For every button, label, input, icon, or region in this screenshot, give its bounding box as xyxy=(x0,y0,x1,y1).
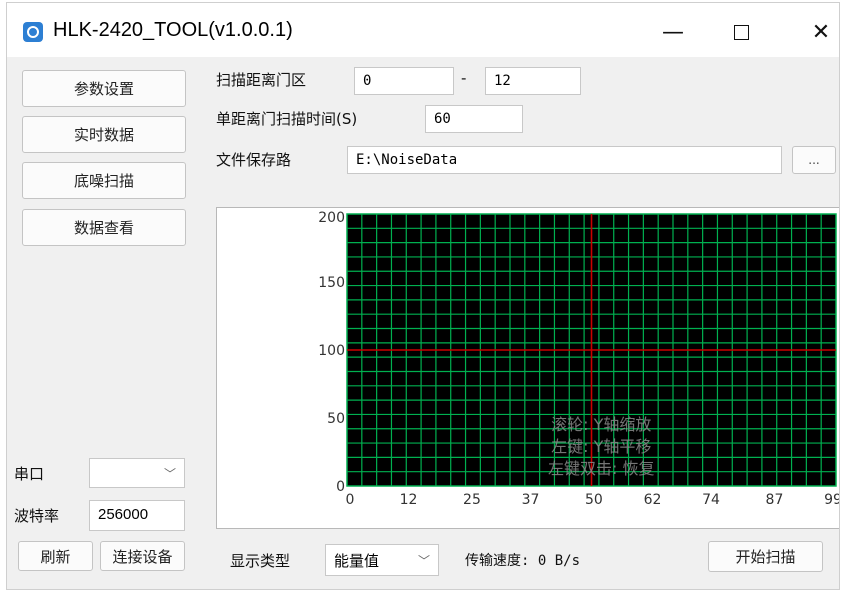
window-title: HLK-2420_TOOL(v1.0.0.1) xyxy=(53,19,293,41)
refresh-button[interactable]: 刷新 xyxy=(18,541,93,571)
app-window: HLK-2420_TOOL(v1.0.0.1) — ✕ 参数设置 实时数据 底噪… xyxy=(6,2,840,590)
baud-rate-label: 波特率 xyxy=(14,507,60,525)
display-type-value: 能量值 xyxy=(334,552,380,570)
scan-range-label: 扫描距离门区 xyxy=(216,71,307,89)
x-tick-label: 37 xyxy=(522,492,540,508)
minimize-icon: — xyxy=(662,19,684,45)
chart-area[interactable]: 200 150 100 50 00 12 25 37 50 62 74 87 99 滚轮: Y轴缩放左键:… xyxy=(216,207,839,529)
y-tick-label: 100 xyxy=(318,343,345,359)
app-icon xyxy=(23,22,43,42)
x-tick-label: 12 xyxy=(400,492,418,508)
range-start-input[interactable]: 0 xyxy=(354,67,454,95)
noise-scan-button[interactable]: 底噪扫描 xyxy=(22,162,186,199)
close-icon: ✕ xyxy=(811,19,831,45)
y-tick-label: 50 xyxy=(327,411,345,427)
y-tick-label: 150 xyxy=(318,275,345,291)
scan-time-input[interactable]: 60 xyxy=(425,105,523,133)
param-settings-button[interactable]: 参数设置 xyxy=(22,70,186,107)
x-tick-label: 62 xyxy=(644,492,662,508)
scan-time-label: 单距离门扫描时间(S) xyxy=(216,110,358,128)
browse-button[interactable]: ... xyxy=(792,146,836,174)
maximize-icon xyxy=(733,24,749,40)
range-end-input[interactable]: 12 xyxy=(485,67,581,95)
display-type-label: 显示类型 xyxy=(230,552,291,570)
save-path-input[interactable]: E:\NoiseData xyxy=(347,146,782,174)
x-tick-label: 0 xyxy=(346,492,355,508)
title-bar: HLK-2420_TOOL(v1.0.0.1) — ✕ xyxy=(7,3,839,57)
maximize-button[interactable] xyxy=(721,17,761,47)
minimize-button[interactable]: — xyxy=(653,17,693,47)
y-tick-label: 0 xyxy=(336,479,345,495)
noise-chart[interactable]: 200 150 100 50 00 12 25 37 50 62 74 87 99 滚轮: Y轴缩放左键:… xyxy=(217,208,839,528)
x-tick-label: 50 xyxy=(585,492,603,508)
serial-port-select[interactable]: ﹀ xyxy=(89,458,185,488)
transfer-speed-text: 传输速度: 0 B/s xyxy=(465,553,581,569)
close-button[interactable]: ✕ xyxy=(801,17,839,47)
chart-hint-text: 滚轮: Y轴缩放 xyxy=(551,415,651,434)
realtime-data-button[interactable]: 实时数据 xyxy=(22,116,186,153)
x-tick-label: 99 xyxy=(824,492,839,508)
chart-hint-text: 左键: Y轴平移 xyxy=(551,437,651,456)
x-tick-label: 87 xyxy=(766,492,784,508)
save-path-label: 文件保存路 xyxy=(216,151,292,169)
start-scan-button[interactable]: 开始扫描 xyxy=(708,541,823,572)
serial-port-label: 串口 xyxy=(14,465,45,483)
connect-device-button[interactable]: 连接设备 xyxy=(100,541,185,571)
y-tick-label: 200 xyxy=(318,210,345,226)
chevron-down-icon: ﹀ xyxy=(417,554,430,568)
range-separator: - xyxy=(461,69,467,87)
chart-hint-text: 左键双击: 恢复 xyxy=(548,459,654,478)
display-type-select[interactable]: 能量值 ﹀ xyxy=(325,544,439,576)
x-tick-label: 74 xyxy=(702,492,720,508)
x-tick-label: 25 xyxy=(463,492,481,508)
data-view-button[interactable]: 数据查看 xyxy=(22,209,186,246)
baud-rate-input[interactable]: 256000 xyxy=(89,500,185,531)
chevron-down-icon: ﹀ xyxy=(163,467,176,481)
